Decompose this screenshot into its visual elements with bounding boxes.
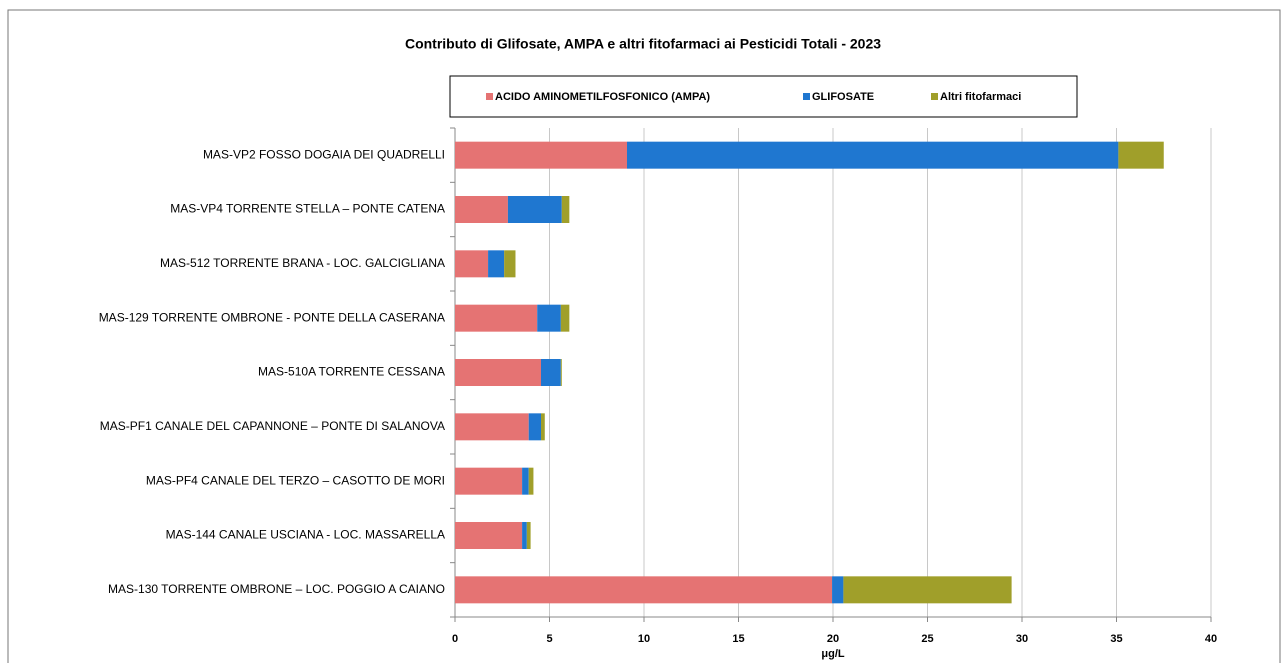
x-axis-title: μg/L [821,648,845,660]
bar-segment [455,359,541,386]
legend-swatch [803,93,810,100]
legend-box [449,75,1078,118]
chart-title: Contributo di Glifosate, AMPA e altri fi… [405,36,881,52]
x-tick-label: 0 [452,633,458,645]
legend-label: Altri fitofarmaci [940,91,1021,103]
bar-segment [455,522,523,549]
bar-segment [507,196,562,223]
y-tick-label: MAS-129 TORRENTE OMBRONE - PONTE DELLA C… [99,310,445,324]
x-tick-label: 20 [827,633,839,645]
bar-segment [522,522,527,549]
x-tick-label: 10 [638,633,650,645]
x-tick-label: 25 [921,633,933,645]
y-tick-label: MAS-VP2 FOSSO DOGAIA DEI QUADRELLI [203,147,445,161]
y-tick-label: MAS-144 CANALE USCIANA - LOC. MASSARELLA [166,528,445,542]
bar-segment [522,467,529,495]
x-tick-label: 35 [1110,633,1122,645]
y-tick-label: MAS-VP4 TORRENTE STELLA – PONTE CATENA [170,202,445,216]
bar-segment [528,413,541,441]
y-tick-label: MAS-512 TORRENTE BRANA - LOC. GALCIGLIAN… [160,256,445,270]
bar-segment [540,359,561,386]
bar-segment [455,304,538,332]
bar-segment [488,250,505,278]
bar-segment [843,576,1012,604]
bar-segment [540,413,545,441]
x-tick-label: 40 [1205,633,1217,645]
y-tick-label: MAS-510A TORRENTE CESSANA [258,365,445,379]
legend-label: GLIFOSATE [812,91,874,103]
y-tick-label: MAS-PF4 CANALE DEL TERZO – CASOTTO DE MO… [146,473,445,487]
bar-segment [832,576,844,604]
bar-segment [1118,141,1164,169]
bar-segment [455,467,523,495]
bar-segment [455,576,833,604]
bar-segment [455,250,489,278]
legend-label: ACIDO AMINOMETILFOSFONICO (AMPA) [495,91,710,103]
bar-segment [526,522,531,549]
bar-segment [504,250,516,278]
bar-segment [528,467,534,495]
bar-segment [561,196,570,223]
bar-segment [455,413,529,441]
y-tick-label: MAS-130 TORRENTE OMBRONE – LOC. POGGIO A… [108,582,445,596]
x-tick-label: 15 [732,633,744,645]
x-tick-label: 5 [546,633,552,645]
bar-segment [455,196,508,223]
bar-segment [537,304,561,332]
x-tick-label: 30 [1016,633,1028,645]
y-tick-label: MAS-PF1 CANALE DEL CAPANNONE – PONTE DI … [100,419,445,433]
legend-swatch [486,93,493,100]
bar-segment [560,304,570,332]
bar-segment [560,359,562,386]
bar-segment [626,141,1119,169]
legend-swatch [931,93,938,100]
bar-segment [455,141,627,169]
